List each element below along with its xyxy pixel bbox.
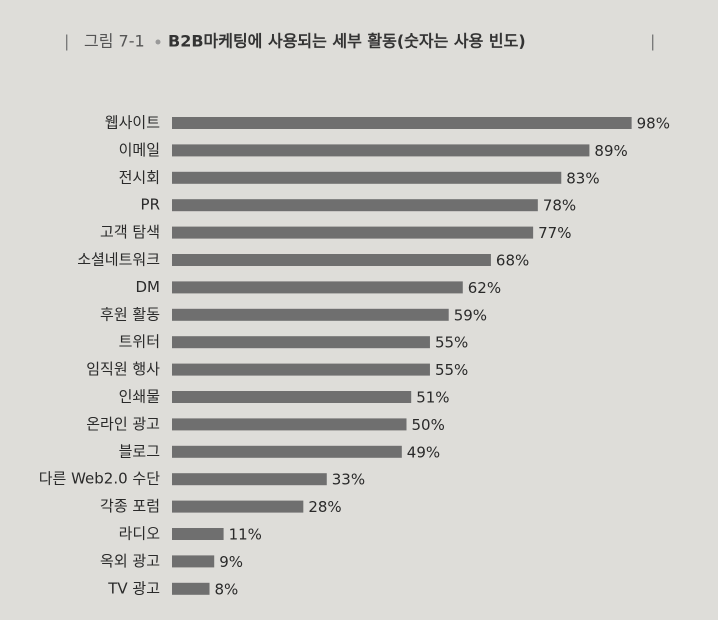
- bar: [172, 281, 463, 294]
- bar: [172, 363, 430, 376]
- category-label: TV 광고: [107, 579, 160, 597]
- value-label: 68%: [496, 252, 529, 270]
- category-label: 웹사이트: [105, 114, 160, 132]
- category-label: PR: [141, 196, 160, 214]
- bar: [172, 445, 402, 458]
- value-label: 9%: [219, 553, 243, 571]
- bar: [172, 308, 449, 321]
- value-label: 8%: [215, 580, 239, 598]
- value-label: 50%: [412, 416, 445, 434]
- category-label: 트위터: [119, 333, 160, 351]
- bar: [172, 418, 407, 431]
- value-label: 51%: [416, 389, 449, 407]
- value-label: 55%: [435, 334, 468, 352]
- bar: [172, 199, 538, 212]
- value-label: 83%: [566, 169, 599, 187]
- figure-label: 그림 7-1: [84, 32, 145, 51]
- value-label: 98%: [637, 115, 670, 133]
- bar: [172, 226, 534, 239]
- bar: [172, 144, 590, 157]
- category-label: 라디오: [119, 525, 161, 543]
- value-label: 62%: [468, 279, 501, 297]
- bar: [172, 528, 224, 540]
- value-label: 59%: [454, 306, 487, 324]
- decoration: [155, 39, 161, 45]
- category-label: 후원 활동: [100, 305, 160, 323]
- category-label: 전시회: [119, 168, 160, 186]
- decoration: |: [64, 32, 69, 51]
- category-label: 옥외 광고: [100, 552, 160, 570]
- value-label: 77%: [538, 224, 571, 242]
- bar: [172, 582, 210, 595]
- category-label: 소셜네트워크: [77, 251, 160, 269]
- category-label: 인쇄물: [119, 388, 160, 406]
- category-label: 블로그: [119, 442, 160, 460]
- value-label: 28%: [308, 498, 341, 516]
- value-label: 33%: [332, 471, 365, 489]
- bar: [172, 473, 327, 486]
- chart-title: B2B마케팅에 사용되는 세부 활동(숫자는 사용 빈도): [168, 32, 526, 51]
- bar: [172, 555, 215, 568]
- value-label: 49%: [407, 443, 440, 461]
- bar: [172, 117, 632, 129]
- value-label: 89%: [594, 142, 627, 160]
- category-label: 이메일: [119, 141, 160, 159]
- value-label: 11%: [229, 526, 262, 544]
- value-label: 78%: [543, 197, 576, 215]
- category-label: 고객 탐색: [100, 223, 160, 241]
- category-label: 온라인 광고: [86, 415, 160, 433]
- category-label: 임직원 행사: [86, 360, 160, 378]
- bar: [172, 391, 412, 403]
- bar: [172, 500, 304, 513]
- decoration: |: [650, 32, 655, 51]
- category-label: 각종 포럼: [100, 497, 160, 515]
- bar: [172, 171, 562, 184]
- value-label: 55%: [435, 361, 468, 379]
- bar: [172, 254, 491, 266]
- category-label: DM: [136, 278, 161, 296]
- category-label: 다른 Web2.0 수단: [39, 470, 160, 488]
- bar: [172, 336, 430, 349]
